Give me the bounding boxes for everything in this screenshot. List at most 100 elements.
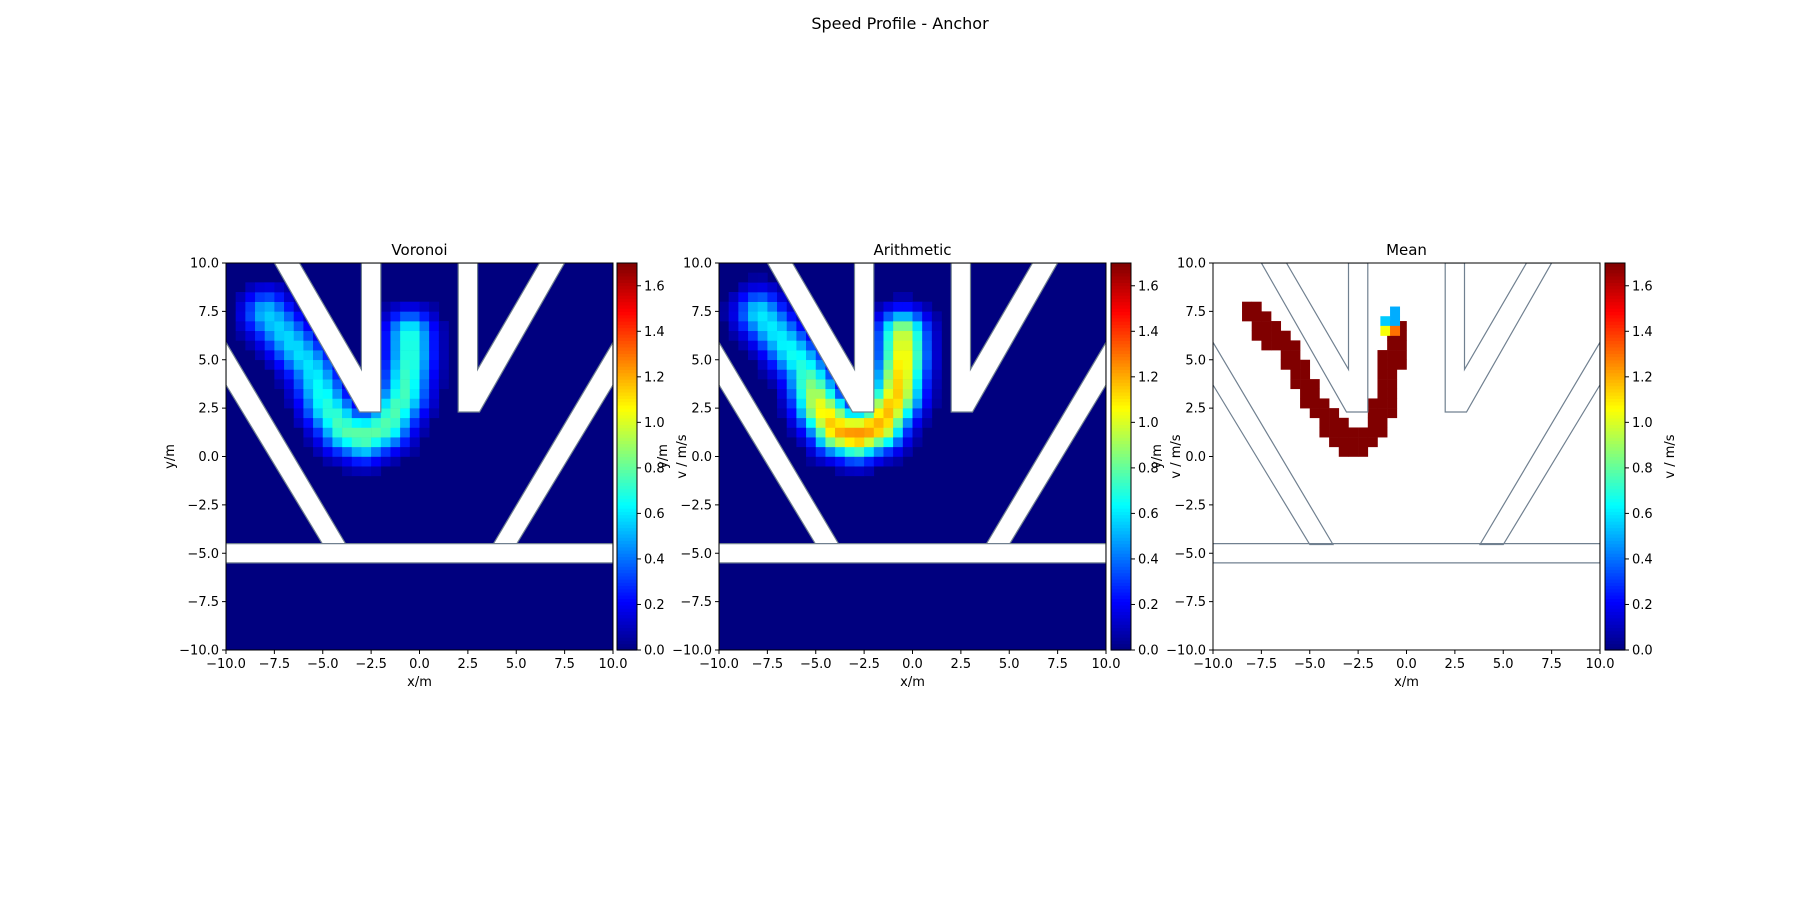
heatmap-cell [902,359,913,370]
colorbar-segment [1111,575,1131,580]
colorbar-segment [617,369,637,374]
heatmap-cell [931,359,942,370]
heatmap-cell [883,369,894,380]
geometry-outline [1260,263,1369,413]
geometry-outline [1478,341,1600,546]
heatmap-cell [1387,359,1398,370]
heatmap-cell [825,408,836,419]
heatmap [719,263,1106,650]
colorbar-segment [1111,591,1131,596]
heatmap-cell [380,359,391,370]
colorbar-segment [1111,562,1131,567]
colorbar-segment [1605,488,1625,493]
heatmap-cell [245,292,256,302]
heatmap-cell [255,282,265,293]
heatmap-cell [400,350,411,361]
colorbar-segment [617,362,637,367]
heatmap-cell [342,456,353,467]
colorbar-segment [1605,601,1625,606]
heatmap-cell [835,427,846,438]
heatmap-cell [264,350,275,361]
heatmap-cell [438,321,449,332]
colorbar-segment [617,353,637,358]
heatmap-cell [912,301,923,312]
heatmap-cell [1300,388,1311,399]
heatmap-cell [796,350,807,361]
heatmap-cell [922,311,933,322]
heatmap-cell [361,466,372,477]
colorbar-segment [617,627,637,632]
heatmap-cell [235,330,246,341]
heatmap-cell [883,350,894,361]
colorbar-segment [617,359,637,364]
heatmap-cell [1251,301,1262,312]
colorbar-segment [1605,443,1625,448]
colorbar-segment [1111,482,1131,487]
heatmap-cell [284,350,295,361]
heatmap-cell [332,417,343,428]
heatmap-cell [893,398,904,409]
heatmap-cell [322,437,333,448]
heatmap-cell [429,330,440,341]
colorbar-segment [617,504,637,509]
heatmap-cell [777,311,788,322]
heatmap-cell [303,340,314,351]
colorbar-tick-label: 0.6 [1138,507,1159,522]
heatmap-cell [419,340,430,351]
colorbar-segment [1111,604,1131,609]
heatmap-cell [293,388,304,399]
colorbar-segment [1605,411,1625,416]
heatmap-cell [873,427,884,438]
heatmap-cell [390,350,401,361]
heatmap-cell [835,437,846,448]
heatmap-cell [893,330,904,341]
colorbar-segment [1111,485,1131,490]
colorbar-segment [1111,630,1131,635]
heatmap-cell [1261,340,1272,351]
heatmap-cell [873,311,884,322]
colorbar-segment [1111,595,1131,599]
heatmap-cell [332,408,343,419]
colorbar-segment [1605,637,1625,641]
heatmap-cell [274,359,285,370]
heatmap-cell [1290,379,1301,390]
heatmap-cell [1338,427,1349,438]
panel-voronoi: −10.0 −7.5 −5.0 −2.5 0.0 2.5 5.0 7.5 10.0 −10.0 −7… [163,241,690,690]
heatmap-cell [767,301,778,312]
heatmap-cell [313,350,324,361]
colorbar-segment [1605,475,1625,480]
heatmap-cell [806,446,817,457]
heatmap-cell [380,350,391,361]
colorbar-segment [617,301,637,306]
colorbar-segment [1605,646,1625,651]
colorbar-segment [1111,633,1131,638]
heatmap-cell [313,388,324,399]
heatmap-cell [322,379,333,390]
x-tick-label: 7.5 [1047,657,1068,672]
heatmap-cell [409,379,420,390]
heatmap-cell [371,466,382,477]
geometry-outline [1444,263,1553,413]
heatmap-cell [264,359,275,370]
colorbar-segment [1605,427,1625,432]
colorbar-segment [1605,598,1625,603]
heatmap-cell [380,369,391,380]
heatmap-cell [796,321,807,332]
heatmap-cell [873,398,884,409]
heatmap-cell [322,388,333,399]
heatmap-cell [351,456,362,467]
heatmap-cell [429,359,440,370]
heatmap-cell [854,408,865,419]
heatmap-cell [835,446,846,457]
heatmap-cell [419,311,430,322]
heatmap-cell [293,408,304,419]
colorbar-segment [617,637,637,641]
colorbar-tick-label: 1.4 [644,325,665,340]
heatmap-cell [738,321,749,332]
heatmap-cell [255,350,265,361]
heatmap-cell [332,456,343,467]
heatmap-cell [438,359,449,370]
x-tick-label: 10.0 [1092,657,1121,672]
colorbar-segment [617,453,637,458]
heatmap-cell [400,437,411,448]
